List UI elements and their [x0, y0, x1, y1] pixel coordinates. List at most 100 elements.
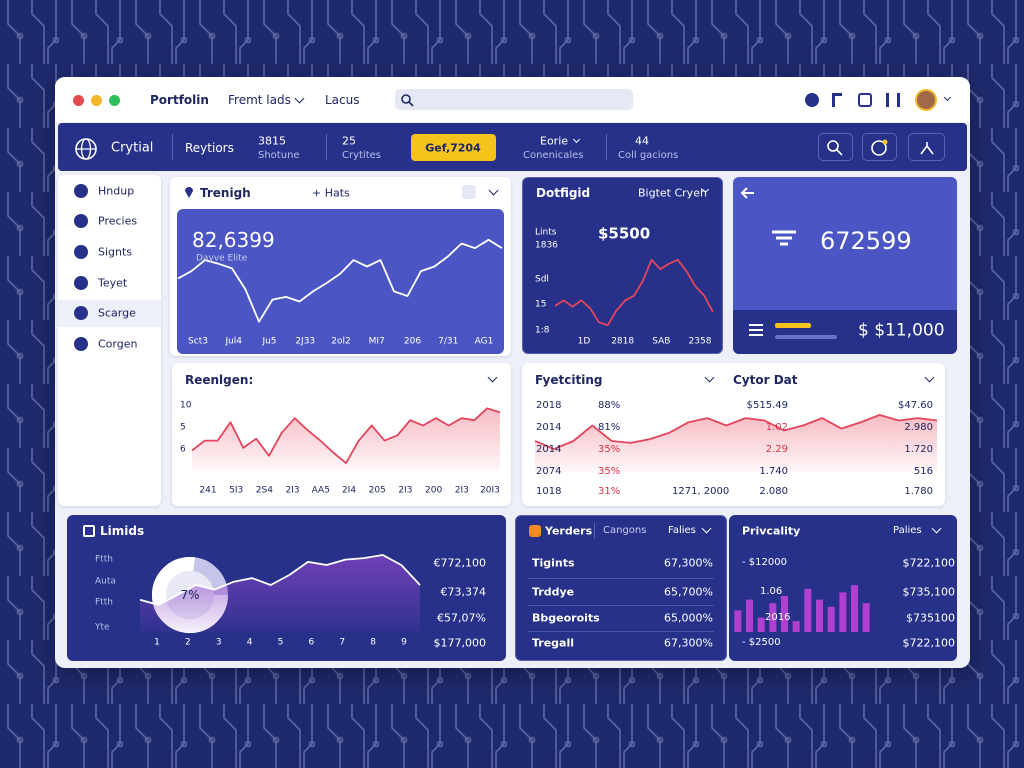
globe-icon	[75, 138, 97, 160]
x-tick-label: 8	[370, 637, 376, 648]
metric-value: 672599	[820, 227, 912, 255]
cell: 1.02	[765, 422, 788, 433]
traders-icon	[529, 525, 541, 537]
y-tick-label: Lints	[535, 227, 557, 238]
funnel-icon	[772, 230, 796, 246]
sidebar-item: Scarge	[98, 306, 136, 320]
avatar[interactable]	[915, 89, 937, 111]
cell: 1.780	[904, 486, 933, 497]
reenlgen-chart	[191, 407, 501, 471]
stat-value: 3815	[258, 134, 286, 148]
amount: $735100	[906, 611, 955, 625]
cell: 2074	[536, 466, 562, 477]
x-tick-label: 200	[425, 485, 443, 496]
row-label: 1.06	[760, 586, 783, 597]
cell: 35%	[598, 466, 621, 477]
sidebar-icon	[74, 276, 88, 290]
cell: 88%	[598, 400, 621, 411]
cell: 1.720	[904, 444, 933, 455]
x-tick-label: Sct3	[188, 336, 208, 347]
bar	[804, 588, 812, 632]
cell: 2018	[536, 400, 562, 411]
divider	[528, 578, 714, 579]
sidebar-icon	[74, 184, 88, 198]
window-dot[interactable]	[109, 95, 120, 106]
metric-caption: Dayve Elite	[196, 253, 248, 264]
tab: Portfolin	[150, 93, 209, 107]
note: 1271, 2000	[672, 486, 730, 497]
card-menu: Bigtet Cryeh	[638, 186, 707, 200]
card-menu: Falies	[668, 525, 696, 536]
row-label: Trddye	[532, 585, 575, 599]
divider	[528, 605, 714, 606]
card-title: Yerders	[545, 524, 593, 538]
menu-label: Coll gacions	[618, 150, 679, 161]
x-tick-label: 2358	[688, 336, 712, 347]
sidebar-icon	[74, 245, 88, 259]
nav-bar	[58, 123, 967, 171]
cell: 81%	[598, 422, 621, 433]
row-label: Tigints	[532, 556, 575, 570]
card-title: Limids	[100, 524, 145, 538]
menu-icon[interactable]	[748, 323, 764, 337]
search-icon	[401, 94, 414, 107]
nav-icon-button[interactable]	[818, 133, 853, 161]
x-tick-label: 2I3	[454, 485, 469, 496]
line	[554, 258, 714, 327]
y-tick-label: Yte	[95, 622, 110, 633]
cell: 2014	[536, 444, 562, 455]
card-menu: Palies	[893, 525, 922, 536]
cell: 2.980	[904, 422, 933, 433]
y-tick-label: Auta	[95, 576, 116, 587]
sidebar-item: Hndup	[98, 184, 135, 198]
icon[interactable]	[858, 93, 872, 107]
amount: $735,100	[902, 585, 956, 599]
cell: 1018	[536, 486, 562, 497]
x-tick-label: 1	[154, 637, 160, 648]
sidebar-icon	[74, 306, 88, 320]
y-tick-label: 5	[180, 422, 186, 433]
nav-icon-button[interactable]	[862, 133, 897, 161]
tab: Lacus	[325, 93, 360, 107]
x-tick-label: Ju5	[262, 336, 277, 347]
y-tick-label: Ftth	[95, 597, 113, 608]
bar	[769, 603, 777, 632]
metric-value: 82,6399	[192, 228, 275, 252]
cell: 1.740	[759, 466, 788, 477]
window-dot[interactable]	[73, 95, 84, 106]
cell: $47.60	[898, 400, 933, 411]
card-action: + Hats	[312, 186, 350, 200]
nav-icon-button[interactable]	[908, 133, 945, 161]
back-icon[interactable]	[740, 186, 756, 200]
cell: 31%	[598, 486, 621, 497]
metric-value: $5500	[598, 224, 651, 243]
search-icon	[827, 140, 843, 156]
checkbox[interactable]	[462, 185, 476, 199]
tab: Fremt lads	[228, 93, 291, 107]
bar	[746, 599, 753, 632]
action-button[interactable]	[411, 134, 496, 161]
icon[interactable]	[832, 93, 842, 107]
window-dot[interactable]	[91, 95, 102, 106]
search-box[interactable]	[395, 89, 633, 110]
area	[192, 408, 500, 471]
button-label: Gef,7204	[425, 141, 481, 155]
dotfigid-chart	[554, 258, 714, 327]
icon[interactable]	[886, 93, 900, 107]
divider	[172, 134, 173, 160]
alert-icon	[871, 139, 888, 156]
amount: $177,000	[433, 636, 487, 650]
row-value: 67,300%	[664, 556, 713, 570]
sidebar-icon	[74, 337, 88, 351]
bar	[781, 596, 788, 632]
card-title: Dotfigid	[536, 186, 591, 200]
card-title: Reenlgen:	[185, 373, 254, 387]
x-tick-label: 205	[368, 485, 386, 496]
row-label: Tregall	[532, 636, 575, 650]
icon[interactable]	[805, 93, 819, 107]
x-tick-label: 4	[246, 637, 253, 648]
y-tick-label: 6	[180, 444, 186, 455]
x-tick-label: AA5	[311, 485, 330, 496]
bar	[816, 599, 823, 632]
forecast-chart	[534, 414, 938, 472]
